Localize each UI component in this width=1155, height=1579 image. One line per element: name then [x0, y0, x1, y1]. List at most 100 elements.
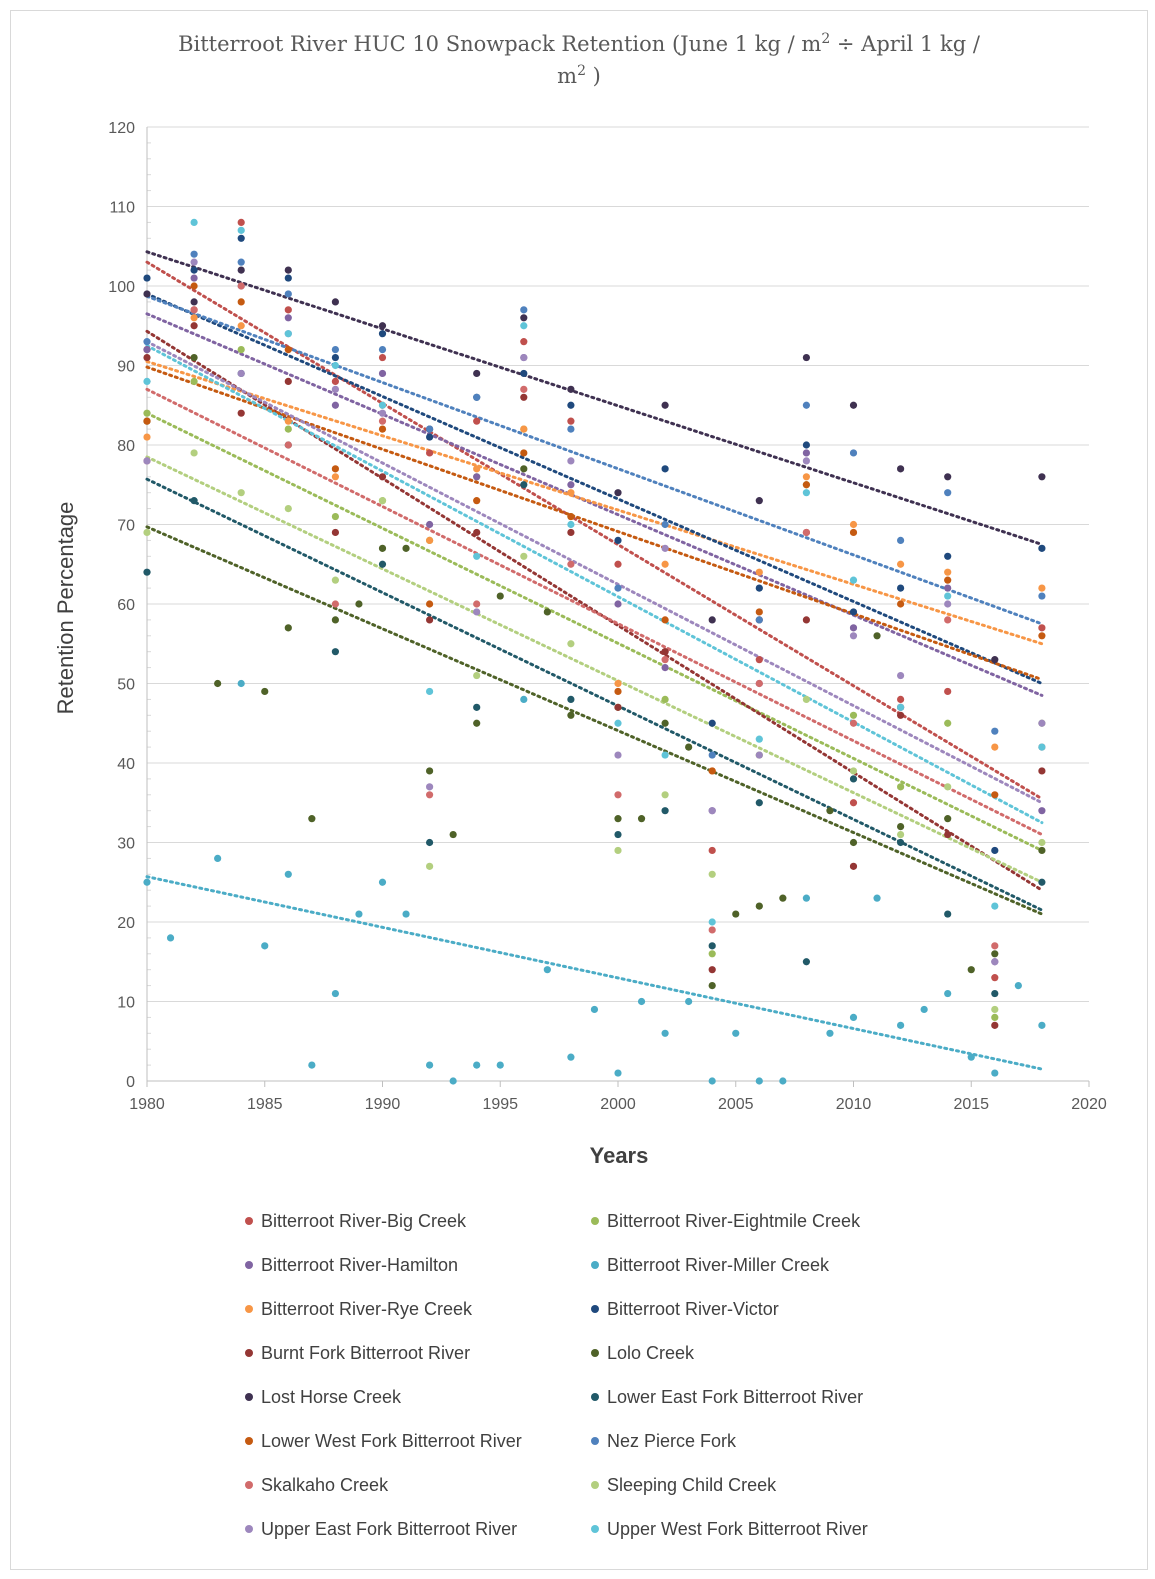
point-s0 — [897, 695, 905, 704]
point-s7 — [543, 608, 551, 616]
point-s15 — [755, 735, 763, 743]
point-s8 — [1038, 473, 1046, 481]
legend-label: Bitterroot River-Eightmile Creek — [607, 1211, 861, 1231]
point-s12 — [708, 926, 716, 934]
point-s10 — [1038, 632, 1046, 640]
point-s12 — [473, 600, 481, 608]
point-s5 — [426, 433, 434, 441]
point-s7 — [284, 624, 292, 632]
point-s3 — [685, 997, 693, 1006]
point-s14 — [944, 600, 952, 608]
point-s3 — [944, 989, 952, 998]
point-s4 — [897, 560, 905, 568]
point-s6 — [143, 353, 151, 362]
point-s10 — [849, 528, 858, 537]
point-s9 — [378, 560, 387, 568]
point-s8 — [755, 497, 763, 505]
data-points — [143, 218, 1046, 1085]
point-s15 — [614, 719, 622, 727]
x-tick-label: 1990 — [365, 1096, 401, 1113]
point-s7 — [967, 966, 975, 974]
y-tick-label: 60 — [117, 597, 135, 614]
point-s11 — [614, 584, 622, 592]
y-tick-label: 20 — [117, 915, 135, 932]
legend-marker — [245, 1393, 253, 1401]
point-s3 — [590, 1005, 599, 1014]
point-s10 — [284, 346, 292, 354]
legend-marker — [245, 1305, 253, 1313]
point-s15 — [473, 552, 481, 560]
point-s5 — [944, 552, 952, 560]
point-s8 — [897, 465, 905, 473]
point-s3 — [755, 1077, 763, 1085]
chart-title: Bitterroot River HUC 10 Snowpack Retenti… — [178, 31, 981, 56]
point-s13 — [190, 449, 198, 457]
x-tick-label: 2005 — [718, 1096, 754, 1113]
point-s6 — [991, 1021, 999, 1029]
legend-label: Nez Pierce Fork — [607, 1431, 737, 1451]
point-s3 — [473, 1061, 481, 1069]
point-s15 — [708, 918, 716, 926]
trendline-14 — [145, 340, 1044, 805]
point-s2 — [143, 346, 151, 354]
point-s7 — [897, 823, 905, 831]
y-tick-label: 50 — [117, 677, 135, 694]
point-s0 — [284, 306, 292, 314]
y-tick-label: 80 — [117, 438, 135, 455]
point-s11 — [426, 425, 434, 433]
point-s14 — [897, 671, 905, 680]
point-s15 — [944, 592, 952, 600]
point-s8 — [567, 385, 575, 393]
point-s4 — [567, 489, 575, 497]
point-s15 — [378, 401, 387, 409]
point-s8 — [708, 616, 716, 624]
point-s10 — [378, 425, 387, 433]
point-s1 — [991, 1013, 999, 1022]
point-s3 — [920, 1005, 928, 1014]
point-s5 — [802, 441, 811, 449]
chart: Bitterroot River HUC 10 Snowpack Retenti… — [53, 31, 1107, 1539]
x-tick-label: 2000 — [600, 1096, 636, 1113]
point-s11 — [520, 306, 528, 314]
point-s6 — [378, 473, 387, 481]
point-s14 — [1038, 719, 1046, 727]
point-s7 — [873, 632, 881, 640]
point-s9 — [331, 648, 339, 656]
y-tick-label: 70 — [117, 518, 135, 535]
legend-marker — [245, 1481, 253, 1489]
point-s12 — [755, 679, 763, 688]
point-s3 — [873, 894, 881, 902]
point-s3 — [708, 1077, 716, 1085]
point-s11 — [190, 250, 198, 258]
point-s8 — [378, 322, 387, 330]
point-s5 — [991, 846, 999, 855]
point-s11 — [802, 401, 811, 409]
point-s1 — [897, 783, 905, 791]
point-s14 — [661, 544, 669, 552]
legend-marker — [245, 1437, 253, 1445]
trendline-0 — [145, 260, 1044, 801]
point-s3 — [520, 695, 528, 704]
point-s4 — [284, 417, 292, 425]
point-s4 — [944, 568, 952, 576]
point-s7 — [637, 815, 646, 823]
point-s13 — [473, 671, 481, 680]
y-tick-label: 100 — [108, 279, 135, 296]
trendline-12 — [145, 387, 1044, 837]
legend-label: Bitterroot River-Victor — [607, 1299, 779, 1319]
point-s0 — [378, 353, 387, 362]
point-s1 — [661, 695, 669, 704]
point-s14 — [473, 608, 481, 616]
point-s3 — [496, 1061, 504, 1069]
point-s6 — [284, 377, 292, 385]
trendline-4 — [145, 360, 1044, 646]
point-s7 — [426, 767, 434, 775]
point-s4 — [190, 314, 198, 322]
point-s7 — [991, 950, 999, 958]
point-s3 — [214, 854, 222, 863]
point-s13 — [614, 846, 622, 855]
y-tick-label: 90 — [117, 359, 135, 376]
point-s12 — [284, 441, 292, 449]
point-s3 — [1038, 1021, 1046, 1029]
point-s9 — [190, 497, 198, 505]
